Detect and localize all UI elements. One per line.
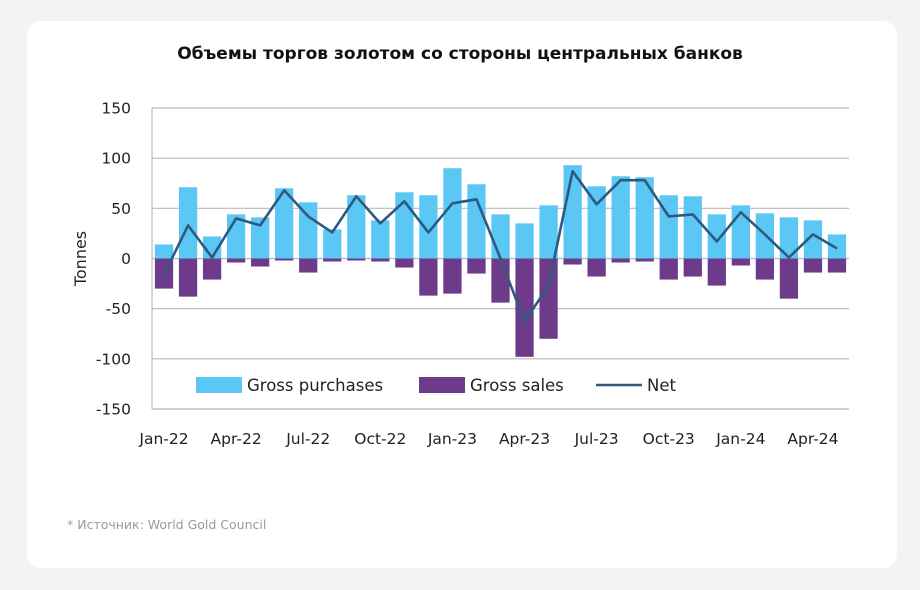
gross-purchases-bar [275,188,294,259]
gross-purchases-bar [827,234,847,259]
legend-swatch [196,377,242,393]
net-line [162,169,838,324]
y-tick-label: -100 [96,350,131,368]
gross-sales-bar [178,258,198,297]
net-line-series [162,169,838,324]
gross-purchases-bar [178,187,198,259]
legend: Gross purchases Gross sales Net [196,376,676,395]
gross-sales-bar [803,258,823,273]
y-axis: 150 100 50 0 -50 -100 -150 Tonnes [71,100,131,419]
gross-sales-bar [515,258,534,357]
gross-sales-bar [683,258,702,277]
gross-sales-bar [659,258,678,280]
gross-sales-bar [371,258,390,262]
x-tick-label: Oct-23 [643,430,695,448]
legend-label: Net [647,376,676,395]
gross-sales-bar [202,258,222,280]
gross-sales-bar [299,258,318,273]
gross-purchases-bar [467,184,486,259]
y-axis-title: Tonnes [71,231,90,287]
y-tick-label: 100 [101,150,131,168]
x-tick-label: Jan-24 [715,430,765,448]
gross-purchases-bar [683,196,702,259]
gross-sales-bar [467,258,486,274]
gross-purchases-bar [707,214,726,259]
gross-sales-bar [731,258,750,266]
gross-sales-bar [491,258,510,303]
gross-purchases-bar [299,202,318,259]
gross-sales-bar [755,258,775,280]
gross-sales-bar [419,258,438,296]
x-tick-label: Jan-22 [138,430,188,448]
gross-sales-bar [275,258,294,261]
x-tick-label: Jul-22 [285,430,330,448]
gross-purchases-bar [323,229,342,259]
gross-purchases-bar [539,205,558,259]
gross-sales-bar [395,258,414,268]
gross-sales-bar [323,258,342,262]
gross-sales-bar [563,258,582,265]
gross-purchases-bar [154,244,174,259]
gross-purchases-bar [779,217,799,259]
gross-sales-bar [226,258,246,263]
gross-purchases-bar [611,176,630,259]
gross-purchases-bar [347,195,366,259]
y-tick-label: -50 [106,300,131,318]
legend-label: Gross purchases [247,376,383,395]
gross-purchases-bar [635,177,654,259]
y-tick-label: 150 [101,100,131,118]
legend-label: Gross sales [470,376,564,395]
legend-swatch [419,377,465,393]
x-tick-label: Apr-23 [499,430,550,448]
x-tick-label: Apr-22 [211,430,262,448]
gross-sales-bars [154,258,847,357]
x-tick-label: Jul-23 [574,430,619,448]
gross-sales-bar [707,258,726,286]
gross-purchases-bar [251,217,270,259]
gross-sales-bar [347,258,366,261]
gross-purchases-bars [154,165,847,259]
x-tick-label: Oct-22 [354,430,406,448]
chart-card [27,21,897,568]
x-tick-label: Apr-24 [787,430,838,448]
x-tick-label: Jan-23 [427,430,477,448]
y-tick-label: 0 [121,250,131,268]
gross-sales-bar [635,258,654,262]
x-axis: Jan-22 Apr-22 Jul-22 Oct-22 Jan-23 Apr-23 Jul-… [138,430,838,448]
gross-purchases-bar [587,186,606,259]
chart-title: Объемы торгов золотом со стороны централ… [177,44,743,64]
gross-sales-bar [251,258,270,267]
gross-sales-bar [611,258,630,263]
gross-sales-bar [443,258,462,294]
y-tick-label: 50 [111,200,131,218]
gross-purchases-bar [371,220,390,259]
gross-sales-bar [827,258,847,273]
gross-sales-bar [539,258,558,339]
y-tick-label: -150 [96,401,131,419]
gross-sales-bar [587,258,606,277]
gross-purchases-bar [443,168,462,259]
gross-sales-bar [779,258,799,299]
gross-purchases-bar [419,195,438,259]
gross-purchases-bar [803,220,823,259]
gross-purchases-bar [515,223,534,259]
source-note: * Источник: World Gold Council [67,517,267,532]
gross-purchases-bar [491,214,510,259]
